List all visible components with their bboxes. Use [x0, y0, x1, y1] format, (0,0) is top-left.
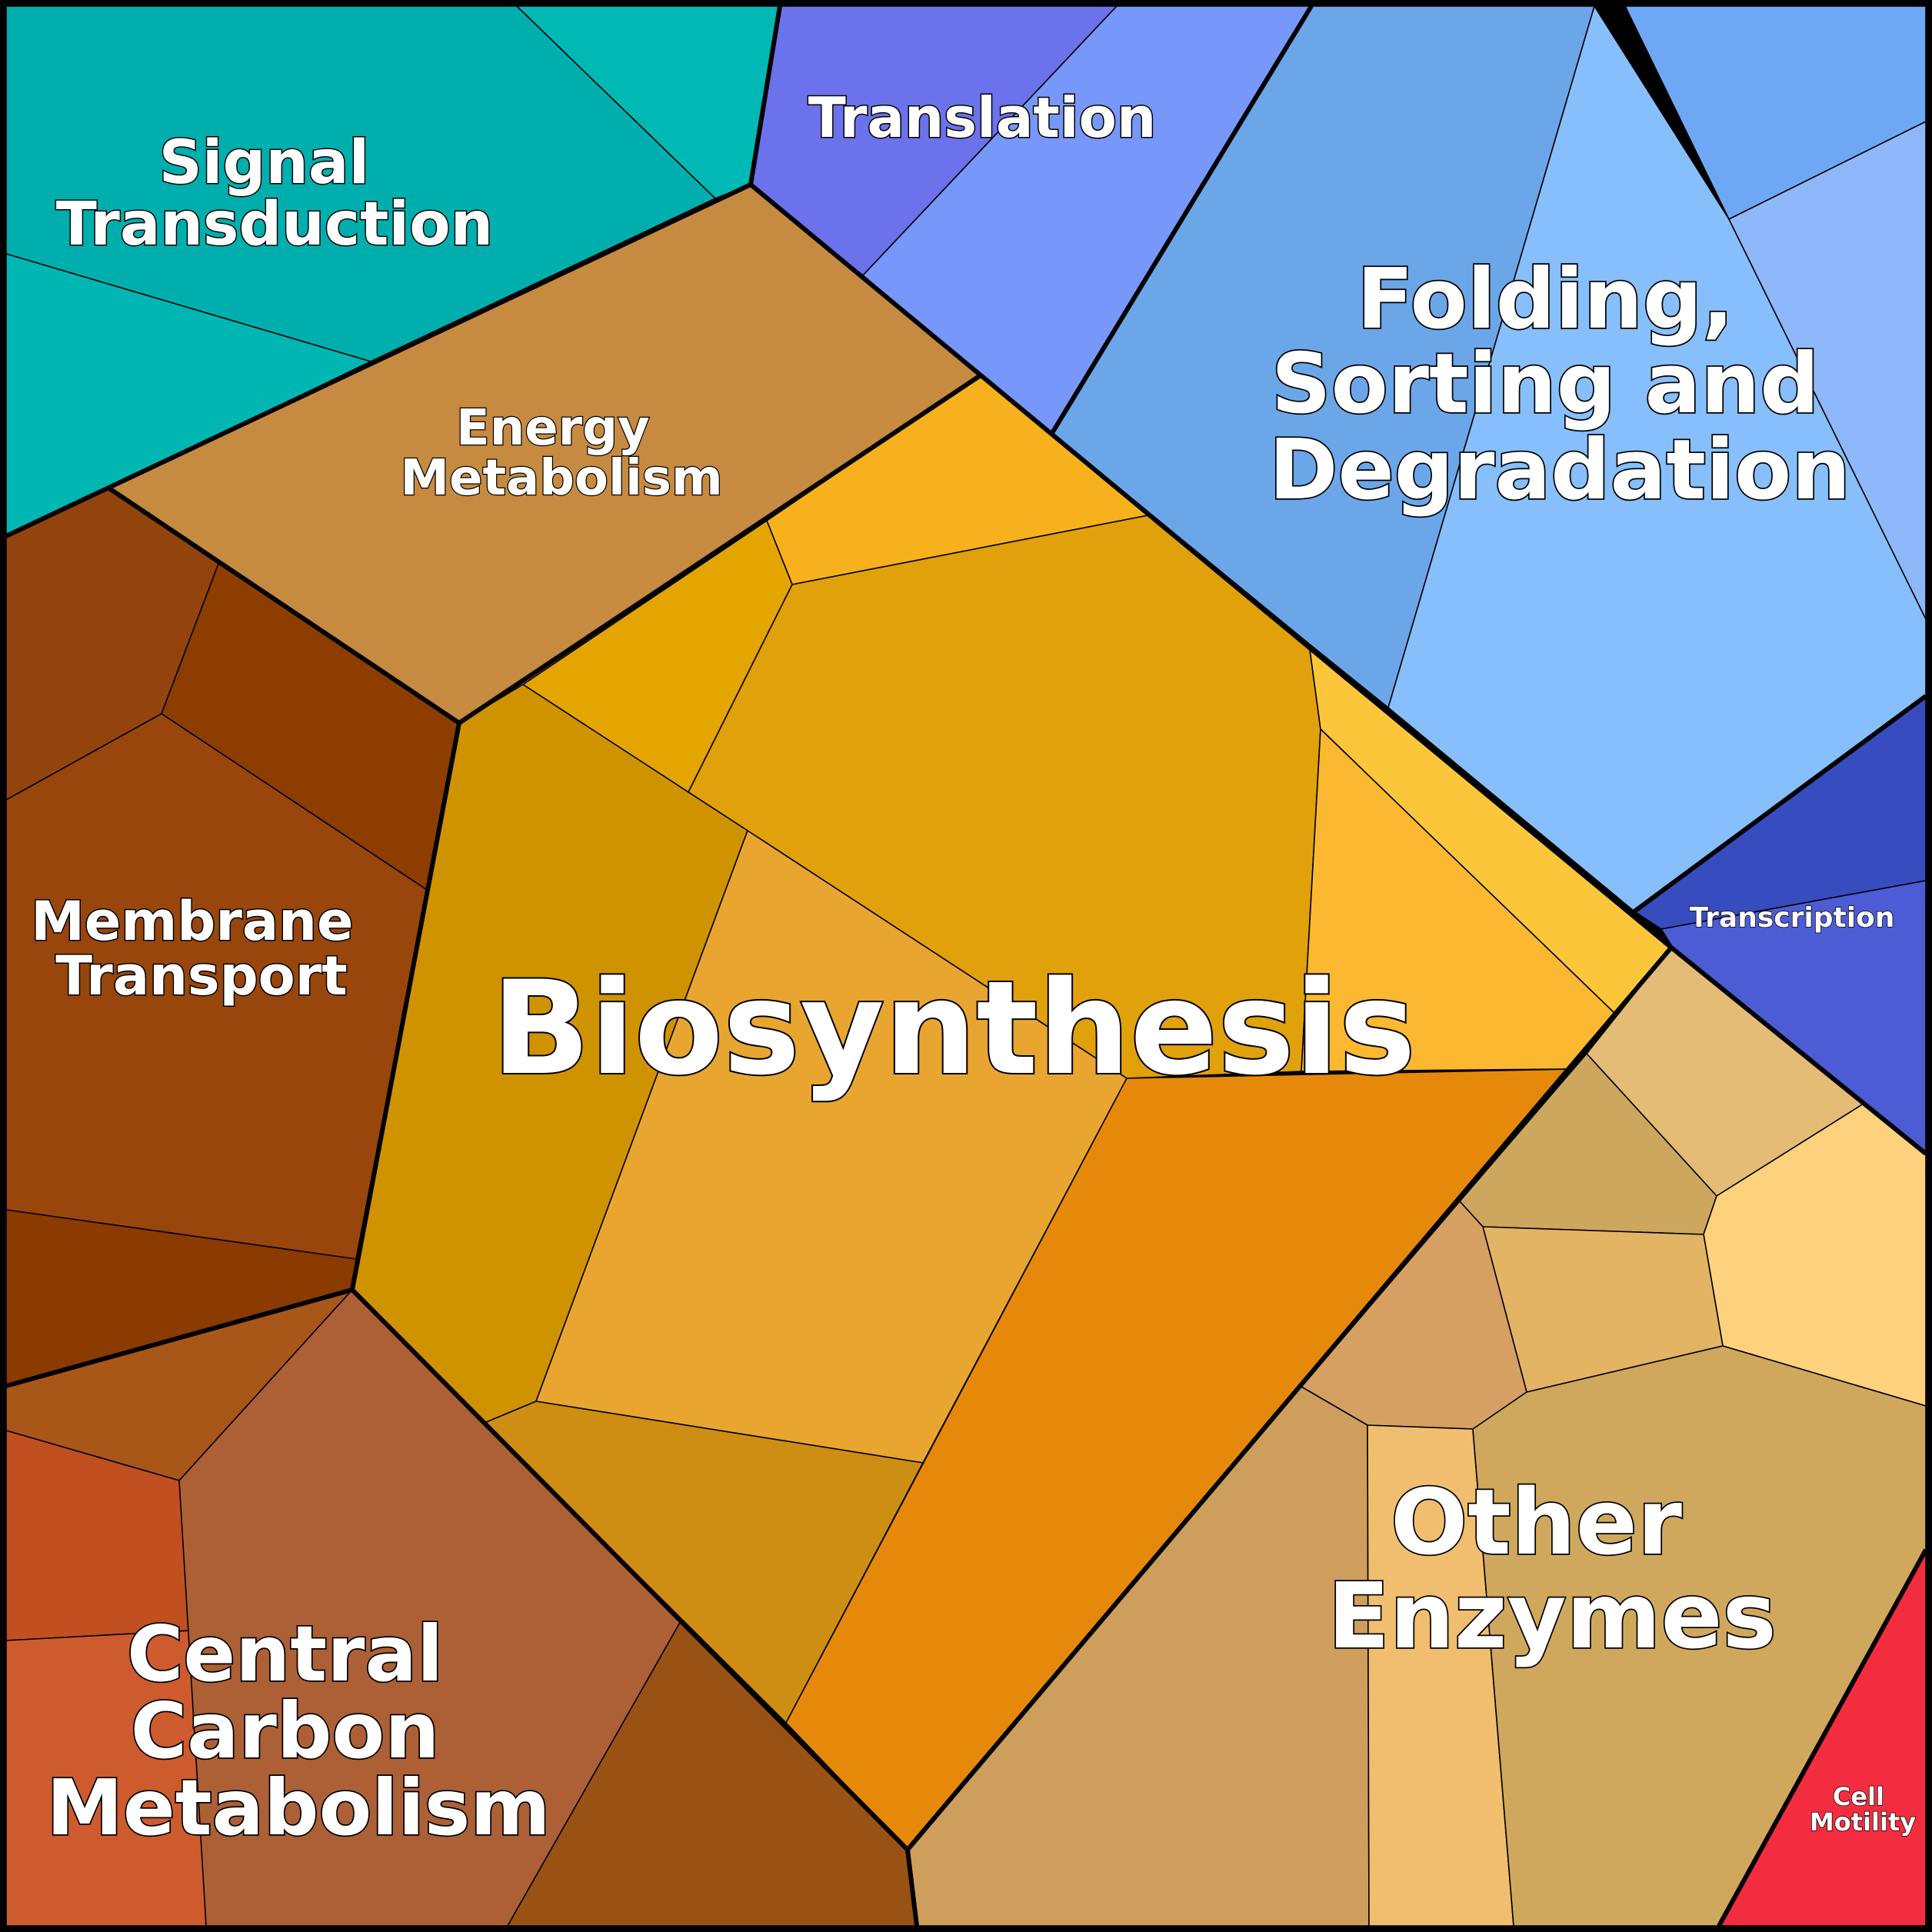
label-transcription: Transcription [1690, 902, 1895, 934]
label-biosynthesis: Biosynthesis [491, 953, 1416, 1104]
label-line: Cell [1833, 1782, 1884, 1811]
label-line: Biosynthesis [491, 953, 1416, 1104]
label-line: Sorting and [1271, 336, 1820, 432]
label-line: Central [127, 1609, 443, 1699]
label-other-enzymes: Other Enzymes [1327, 1469, 1776, 1669]
label-cell-motility: Cell Motility [1810, 1782, 1916, 1837]
label-line: Transcription [1690, 902, 1895, 934]
label-line: Energy [456, 400, 650, 457]
label-signal-transduction: Signal Transduction [56, 128, 493, 259]
label-line: Metabolism [46, 1763, 550, 1853]
label-line: Degradation [1269, 422, 1850, 518]
label-line: Motility [1810, 1807, 1916, 1837]
label-line: Membrane [31, 890, 353, 953]
label-line: Translation [808, 85, 1157, 150]
label-line: Transduction [56, 190, 493, 259]
label-energy-metabolism: Energy Metabolism [400, 400, 722, 507]
region-other-enzymes[interactable] [907, 946, 1927, 1927]
label-line: Folding, [1357, 251, 1734, 348]
region-central-carbon-metabolism[interactable] [5, 1288, 918, 1927]
label-central-carbon-metabolism: Central Carbon Metabolism [46, 1609, 550, 1853]
region-signal-transduction[interactable] [5, 5, 781, 538]
label-line: Enzymes [1327, 1563, 1776, 1669]
label-line: Metabolism [400, 450, 722, 507]
region-folding-sorting-degradation[interactable] [1051, 5, 1927, 913]
label-line: Transport [55, 944, 348, 1008]
labels: Signal Transduction Translation Folding,… [30, 85, 1917, 1854]
label-folding-sorting-degradation: Folding, Sorting and Degradation [1269, 251, 1850, 518]
label-membrane-transport: Membrane Transport [31, 890, 372, 1008]
region-membrane-transport[interactable] [5, 488, 460, 1387]
label-line: Signal [159, 128, 370, 198]
label-translation: Translation [808, 85, 1157, 150]
label-line: Other [1391, 1469, 1682, 1575]
label-line: Carbon [131, 1686, 440, 1776]
region-biosynthesis[interactable] [351, 374, 1673, 1851]
